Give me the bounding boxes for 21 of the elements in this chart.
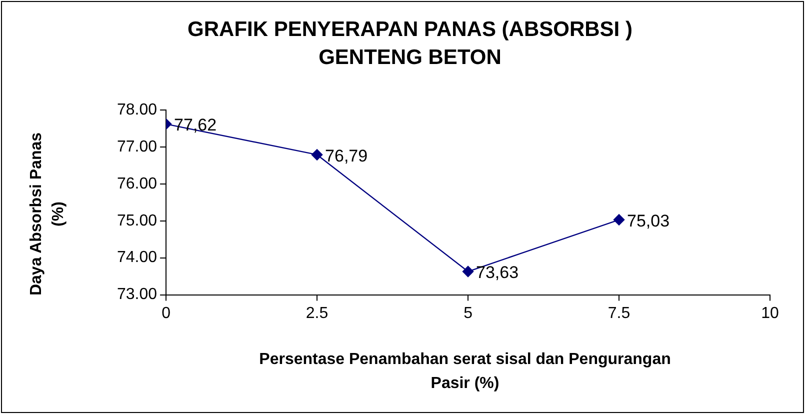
x-tick-label: 7.5 xyxy=(608,304,630,322)
point xyxy=(311,149,323,160)
data-label: 77,62 xyxy=(174,116,217,135)
chart-title: GRAFIK PENYERAPAN PANAS (ABSORBSI ) GENTENG BETON xyxy=(186,17,634,71)
y-tick-label: 76.00 xyxy=(116,175,158,192)
data-label: 75,03 xyxy=(627,211,670,230)
data-label: 76,79 xyxy=(325,146,368,166)
point xyxy=(613,214,625,226)
x-tick-label: 5 xyxy=(464,304,473,322)
y-tick-label: 78.00 xyxy=(116,101,158,118)
y-tick-label: 73.00 xyxy=(116,286,158,304)
point xyxy=(462,266,474,278)
data-label: 73,63 xyxy=(476,263,519,282)
x-tick-label: 0 xyxy=(162,304,171,322)
y-tick-label: 74.00 xyxy=(116,249,158,266)
y-tick-label: 75.00 xyxy=(116,212,158,230)
y-tick-label: 77.00 xyxy=(116,138,158,156)
x-axis-title: Persentase Penambahan serat sisal dan Pengurangan Pasir (%) xyxy=(258,350,672,394)
y-axis-title: Daya Absorbsi Panas (%) xyxy=(27,131,68,298)
x-tick-label: 10 xyxy=(761,304,779,322)
x-tick-label: 2.5 xyxy=(306,304,328,322)
